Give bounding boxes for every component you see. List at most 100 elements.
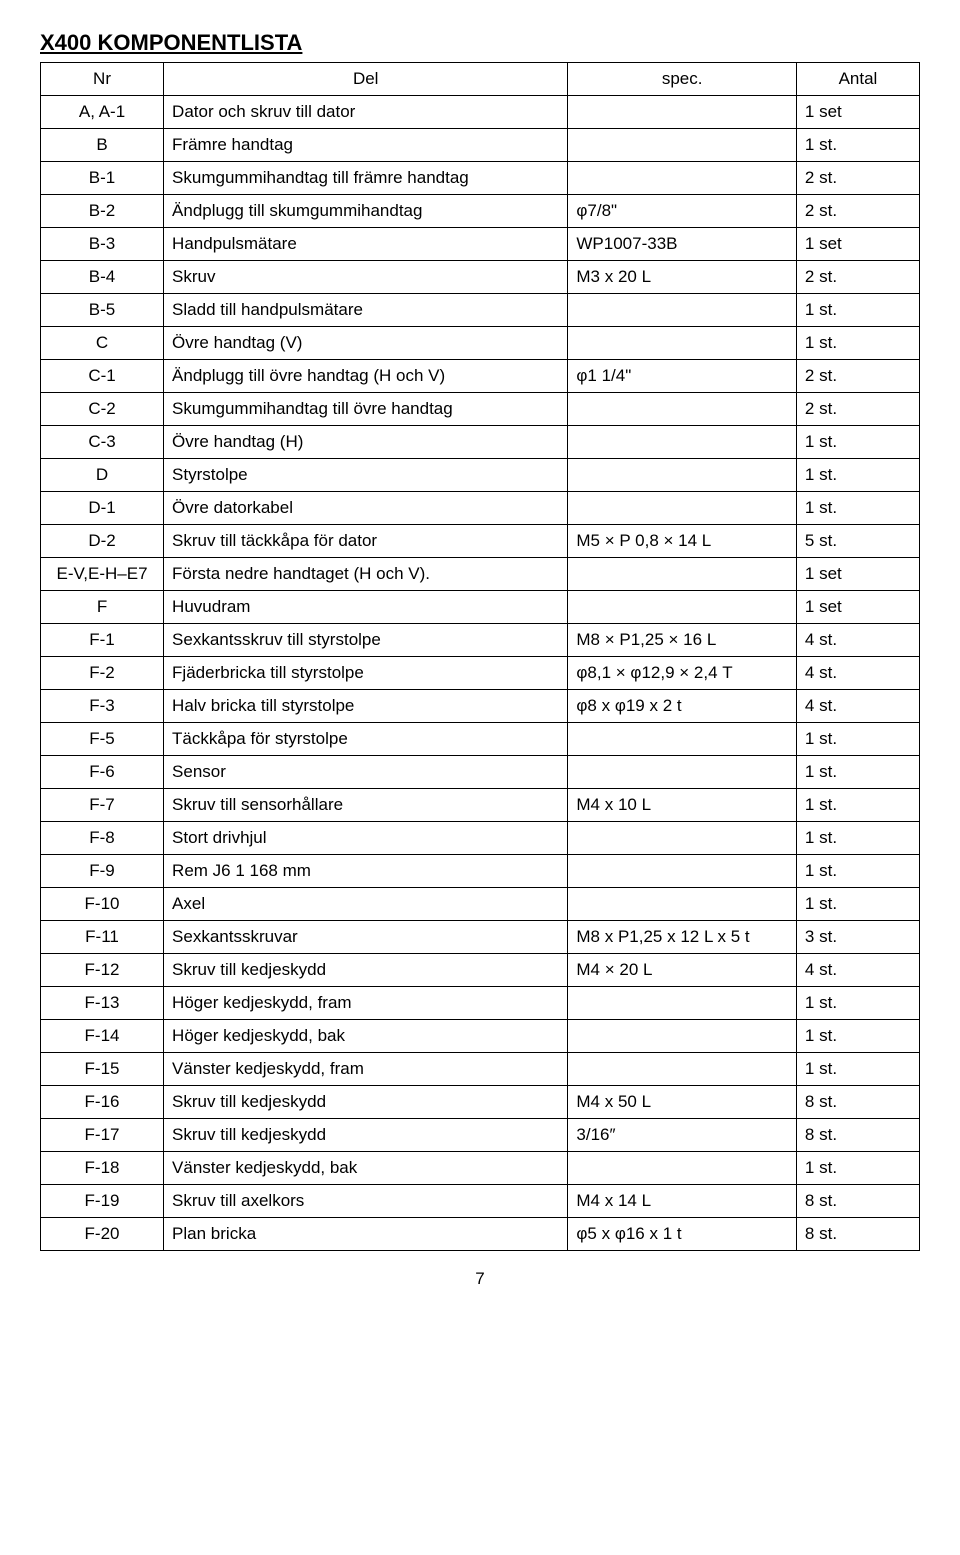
cell-del: Skruv xyxy=(164,261,568,294)
cell-antal: 1 st. xyxy=(796,129,919,162)
cell-antal: 4 st. xyxy=(796,954,919,987)
cell-del: Sexkantsskruvar xyxy=(164,921,568,954)
cell-antal: 1 st. xyxy=(796,789,919,822)
table-row: F-16Skruv till kedjeskyddM4 x 50 L8 st. xyxy=(41,1086,920,1119)
cell-nr: F-15 xyxy=(41,1053,164,1086)
cell-spec xyxy=(568,1020,797,1053)
cell-spec: φ8 x φ19 x 2 t xyxy=(568,690,797,723)
cell-del: Skumgummihandtag till främre handtag xyxy=(164,162,568,195)
cell-nr: F-1 xyxy=(41,624,164,657)
cell-nr: C-1 xyxy=(41,360,164,393)
table-row: F-11SexkantsskruvarM8 x P1,25 x 12 L x 5… xyxy=(41,921,920,954)
table-row: F-17Skruv till kedjeskydd3/16″8 st. xyxy=(41,1119,920,1152)
cell-antal: 1 st. xyxy=(796,822,919,855)
cell-nr: B xyxy=(41,129,164,162)
table-row: B-5Sladd till handpulsmätare1 st. xyxy=(41,294,920,327)
cell-spec: φ8,1 × φ12,9 × 2,4 T xyxy=(568,657,797,690)
cell-nr: E-V,E-H–E7 xyxy=(41,558,164,591)
cell-nr: F-12 xyxy=(41,954,164,987)
cell-antal: 4 st. xyxy=(796,657,919,690)
cell-del: Höger kedjeskydd, fram xyxy=(164,987,568,1020)
cell-del: Ändplugg till övre handtag (H och V) xyxy=(164,360,568,393)
cell-del: Huvudram xyxy=(164,591,568,624)
cell-del: Övre handtag (H) xyxy=(164,426,568,459)
page-number: 7 xyxy=(40,1269,920,1289)
cell-antal: 1 st. xyxy=(796,987,919,1020)
table-row: F-2Fjäderbricka till styrstolpeφ8,1 × φ1… xyxy=(41,657,920,690)
cell-nr: C-3 xyxy=(41,426,164,459)
cell-nr: F-8 xyxy=(41,822,164,855)
cell-antal: 1 st. xyxy=(796,855,919,888)
cell-del: Dator och skruv till dator xyxy=(164,96,568,129)
cell-antal: 1 st. xyxy=(796,1020,919,1053)
cell-spec: φ5 x φ16 x 1 t xyxy=(568,1218,797,1251)
cell-antal: 2 st. xyxy=(796,360,919,393)
table-row: D-2Skruv till täckkåpa för datorM5 × P 0… xyxy=(41,525,920,558)
table-row: F-1Sexkantsskruv till styrstolpeM8 × P1,… xyxy=(41,624,920,657)
cell-spec xyxy=(568,327,797,360)
cell-nr: F-18 xyxy=(41,1152,164,1185)
cell-spec xyxy=(568,558,797,591)
cell-spec: M8 × P1,25 × 16 L xyxy=(568,624,797,657)
cell-del: Höger kedjeskydd, bak xyxy=(164,1020,568,1053)
cell-del: Halv bricka till styrstolpe xyxy=(164,690,568,723)
cell-del: Övre handtag (V) xyxy=(164,327,568,360)
header-spec: spec. xyxy=(568,63,797,96)
cell-nr: F-9 xyxy=(41,855,164,888)
cell-nr: F-2 xyxy=(41,657,164,690)
cell-del: Täckkåpa för styrstolpe xyxy=(164,723,568,756)
table-row: F-3Halv bricka till styrstolpeφ8 x φ19 x… xyxy=(41,690,920,723)
cell-spec xyxy=(568,1152,797,1185)
cell-nr: F-20 xyxy=(41,1218,164,1251)
table-row: E-V,E-H–E7Första nedre handtaget (H och … xyxy=(41,558,920,591)
cell-antal: 5 st. xyxy=(796,525,919,558)
cell-del: Skumgummihandtag till övre handtag xyxy=(164,393,568,426)
cell-del: Främre handtag xyxy=(164,129,568,162)
cell-antal: 1 set xyxy=(796,228,919,261)
table-row: A, A-1Dator och skruv till dator1 set xyxy=(41,96,920,129)
table-row: F-20Plan brickaφ5 x φ16 x 1 t8 st. xyxy=(41,1218,920,1251)
cell-spec: φ1 1/4" xyxy=(568,360,797,393)
cell-nr: F xyxy=(41,591,164,624)
table-row: CÖvre handtag (V)1 st. xyxy=(41,327,920,360)
cell-spec: 3/16″ xyxy=(568,1119,797,1152)
cell-spec xyxy=(568,822,797,855)
cell-spec xyxy=(568,1053,797,1086)
cell-nr: F-7 xyxy=(41,789,164,822)
cell-nr: F-13 xyxy=(41,987,164,1020)
cell-del: Skruv till axelkors xyxy=(164,1185,568,1218)
cell-antal: 4 st. xyxy=(796,690,919,723)
cell-del: Vänster kedjeskydd, fram xyxy=(164,1053,568,1086)
cell-nr: D-2 xyxy=(41,525,164,558)
table-row: F-12Skruv till kedjeskyddM4 × 20 L4 st. xyxy=(41,954,920,987)
table-row: F-6Sensor1 st. xyxy=(41,756,920,789)
cell-antal: 1 set xyxy=(796,591,919,624)
cell-nr: D xyxy=(41,459,164,492)
table-row: F-8Stort drivhjul1 st. xyxy=(41,822,920,855)
cell-nr: B-4 xyxy=(41,261,164,294)
cell-del: Ändplugg till skumgummihandtag xyxy=(164,195,568,228)
cell-spec xyxy=(568,855,797,888)
cell-spec: M4 × 20 L xyxy=(568,954,797,987)
cell-nr: F-3 xyxy=(41,690,164,723)
cell-spec xyxy=(568,723,797,756)
cell-del: Skruv till sensorhållare xyxy=(164,789,568,822)
cell-nr: A, A-1 xyxy=(41,96,164,129)
cell-antal: 1 st. xyxy=(796,1053,919,1086)
cell-spec xyxy=(568,459,797,492)
table-row: D-1Övre datorkabel1 st. xyxy=(41,492,920,525)
cell-antal: 1 st. xyxy=(796,492,919,525)
cell-del: Vänster kedjeskydd, bak xyxy=(164,1152,568,1185)
cell-nr: F-6 xyxy=(41,756,164,789)
cell-del: Sladd till handpulsmätare xyxy=(164,294,568,327)
cell-del: Övre datorkabel xyxy=(164,492,568,525)
header-nr: Nr xyxy=(41,63,164,96)
cell-spec xyxy=(568,426,797,459)
cell-nr: F-5 xyxy=(41,723,164,756)
table-row: DStyrstolpe1 st. xyxy=(41,459,920,492)
cell-nr: F-19 xyxy=(41,1185,164,1218)
table-row: F-10Axel1 st. xyxy=(41,888,920,921)
cell-spec: M4 x 10 L xyxy=(568,789,797,822)
table-row: B-1Skumgummihandtag till främre handtag2… xyxy=(41,162,920,195)
cell-spec xyxy=(568,756,797,789)
